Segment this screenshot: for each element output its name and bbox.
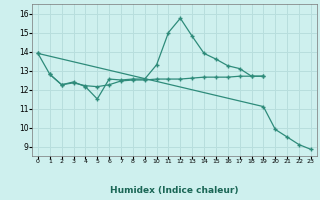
X-axis label: Humidex (Indice chaleur): Humidex (Indice chaleur) bbox=[110, 186, 239, 195]
